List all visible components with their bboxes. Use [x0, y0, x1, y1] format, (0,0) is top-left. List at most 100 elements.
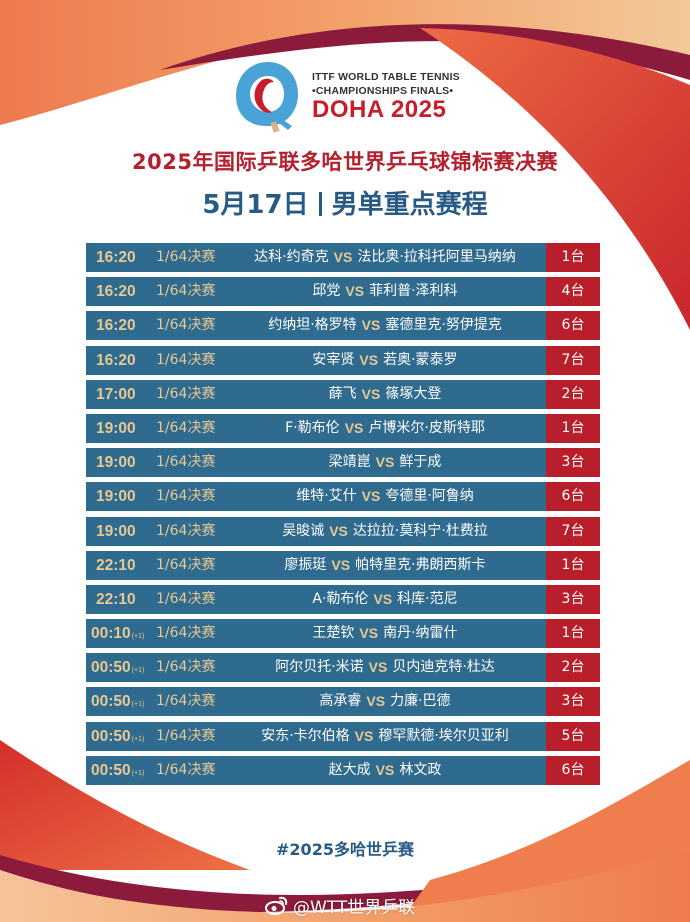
table-number: 1台 [546, 243, 600, 272]
table-row: 22:10 1/64决赛 廖振珽 VS 帕特里克·弗朗西斯卡 1台 [86, 550, 600, 580]
weibo-watermark: @WTT世界乒联 [265, 893, 416, 918]
player-1: 达科·约奇克 [254, 249, 329, 265]
next-day-marker: (+1) [131, 701, 145, 709]
player-2: 南丹·纳雷什 [383, 625, 458, 642]
logo-city-text: DOHA 2025 [312, 96, 447, 123]
table-number: 1台 [546, 550, 600, 580]
matchup: 王楚钦 VS 南丹·纳雷什 [224, 619, 546, 648]
table-number: 1台 [546, 413, 600, 443]
table-number: 1台 [546, 619, 600, 649]
table-row: 00:50(+1) 1/64决赛 安东·卡尔伯格 VS 穆罕默德·埃尔贝亚利 5台 [86, 721, 600, 751]
match-time: 22:10 [96, 585, 137, 614]
match-time-value: 16:20 [96, 351, 136, 369]
player-2: 帕特里克·弗朗西斯卡 [355, 556, 486, 573]
match-time: 17:00 [96, 380, 137, 409]
logo-text-line1: ITTF WORLD TABLE TENNIS [312, 71, 460, 83]
matchup: 维特·艾什 VS 夸德里·阿鲁纳 [224, 482, 546, 511]
match-time: 00:50(+1) [91, 653, 144, 682]
vs-label: VS [366, 693, 386, 710]
player-2: 达拉拉·莫科宁·杜费拉 [352, 522, 488, 539]
player-1: A·勒布伦 [312, 590, 369, 607]
vs-label: VS [361, 488, 381, 505]
table-number: 7台 [546, 516, 600, 546]
table-row: 00:10(+1) 1/64决赛 王楚钦 VS 南丹·纳雷什 1台 [86, 619, 600, 649]
table-row: 19:00 1/64决赛 F·勒布伦 VS 卢博米尔·皮斯特耶 1台 [86, 413, 600, 443]
player-2: 塞德里克·努伊提克 [385, 317, 502, 334]
vs-label: VS [368, 659, 388, 676]
match-round: 1/64决赛 [156, 693, 216, 710]
player-2: 科库·范尼 [397, 590, 458, 607]
match-time: 19:00 [96, 448, 137, 477]
match-time-value: 19:00 [96, 454, 136, 472]
schedule-heading: 男单重点赛程 [331, 190, 488, 220]
vs-label: VS [361, 385, 381, 402]
watermark-text: @WTT世界乒联 [293, 897, 416, 918]
player-1: 廖振珽 [284, 556, 327, 573]
table-row: 22:10 1/64决赛 A·勒布伦 VS 科库·范尼 3台 [86, 584, 600, 614]
player-2: 穆罕默德·埃尔贝亚利 [378, 727, 509, 744]
table-number: 5台 [546, 721, 600, 751]
match-round: 1/64决赛 [156, 761, 216, 778]
match-schedule-table: 16:20 1/64决赛 达科·约奇克 VS 法比奥·拉科托阿里马纳纳 1台 16:20 1/… [86, 243, 600, 790]
table-row: 16:20 1/64决赛 达科·约奇克 VS 法比奥·拉科托阿里马纳纳 1台 [86, 243, 600, 272]
matchup: A·勒布伦 VS 科库·范尼 [224, 585, 546, 614]
player-1: 维特·艾什 [296, 488, 357, 505]
match-time-value: 19:00 [96, 419, 136, 437]
table-row: 00:50(+1) 1/64决赛 阿尔贝托·米诺 VS 贝内迪克特·杜达 2台 [86, 653, 600, 683]
next-day-marker: (+1) [131, 667, 145, 675]
player-2: 篠塚大登 [385, 385, 442, 402]
vs-label: VS [345, 283, 365, 300]
vs-label: VS [333, 249, 353, 265]
match-round: 1/64决赛 [156, 522, 216, 539]
player-1: 阿尔贝托·米诺 [275, 659, 364, 676]
player-1: 王楚钦 [312, 625, 355, 642]
vs-label: VS [359, 625, 379, 642]
player-2: 力廉·巴德 [390, 693, 451, 710]
table-number: 6台 [546, 311, 600, 341]
match-round: 1/64决赛 [156, 283, 216, 300]
matchup: 吴晙诚 VS 达拉拉·莫科宁·杜费拉 [224, 517, 546, 546]
table-number: 3台 [546, 687, 600, 717]
match-round: 1/64决赛 [156, 385, 216, 402]
player-2: 法比奥·拉科托阿里马纳纳 [357, 249, 516, 265]
matchup: 达科·约奇克 VS 法比奥·拉科托阿里马纳纳 [224, 243, 546, 272]
match-round: 1/64决赛 [156, 454, 216, 471]
table-row: 19:00 1/64决赛 维特·艾什 VS 夸德里·阿鲁纳 6台 [86, 482, 600, 512]
match-round: 1/64决赛 [156, 419, 216, 436]
vs-label: VS [354, 727, 374, 744]
match-round: 1/64决赛 [156, 317, 216, 334]
match-round: 1/64决赛 [156, 556, 216, 573]
table-number: 6台 [546, 755, 600, 785]
table-row: 19:00 1/64决赛 吴晙诚 VS 达拉拉·莫科宁·杜费拉 7台 [86, 516, 600, 546]
match-round: 1/64决赛 [156, 590, 216, 607]
page-title: 2025年国际乒联多哈世界乒乓球锦标赛决赛 [132, 150, 558, 174]
vs-label: VS [375, 761, 395, 778]
match-time: 16:20 [96, 311, 137, 340]
match-time: 16:20 [96, 346, 137, 375]
doha-q-logo-icon [236, 62, 298, 133]
matchup: 高承睿 VS 力廉·巴德 [224, 687, 546, 716]
match-time-value: 00:50 [91, 659, 131, 677]
player-1: 安宰贤 [312, 351, 355, 368]
event-logo: ITTF WORLD TABLE TENNIS •CHAMPIONSHIPS F… [232, 58, 462, 138]
player-1: 吴晙诚 [282, 522, 325, 539]
player-1: 高承睿 [319, 693, 362, 710]
player-2: 卢博米尔·皮斯特耶 [368, 419, 485, 436]
table-row: 16:20 1/64决赛 安宰贤 VS 若奥·蒙泰罗 7台 [86, 345, 600, 375]
match-time: 19:00 [96, 482, 137, 511]
player-1: 约纳坦·格罗特 [268, 317, 357, 334]
vs-label: VS [373, 590, 393, 607]
matchup: 阿尔贝托·米诺 VS 贝内迪克特·杜达 [224, 653, 546, 682]
page-subtitle: 5月17日 男单重点赛程 [0, 184, 690, 221]
match-time-value: 16:20 [96, 249, 136, 266]
match-round: 1/64决赛 [156, 727, 216, 744]
matchup: 安东·卡尔伯格 VS 穆罕默德·埃尔贝亚利 [224, 722, 546, 751]
logo-text-line2: •CHAMPIONSHIPS FINALS• [312, 85, 454, 97]
match-time-value: 22:10 [96, 556, 136, 574]
match-time-value: 17:00 [96, 385, 136, 403]
player-1: 安东·卡尔伯格 [261, 727, 350, 744]
table-number: 6台 [546, 482, 600, 512]
match-time-value: 16:20 [96, 283, 136, 301]
